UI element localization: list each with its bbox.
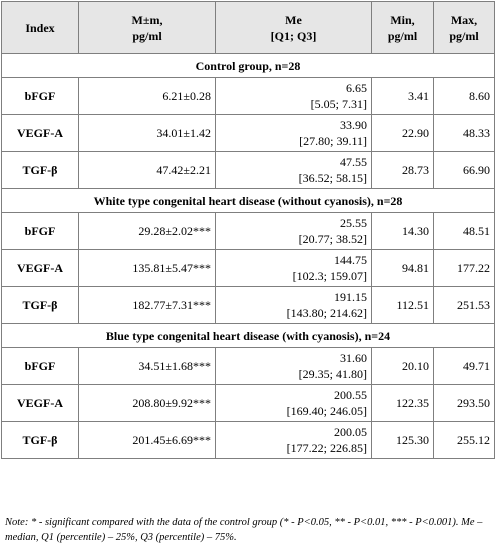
header-max-line1: Max, <box>450 12 478 27</box>
quartile-range: [143.80; 214.62] <box>286 306 367 320</box>
header-min-line2: pg/ml <box>387 28 418 43</box>
header-index: Index <box>1 1 79 54</box>
max-cell: 48.33 <box>433 114 495 152</box>
quartile-range: [20.77; 38.52] <box>298 232 367 246</box>
median-value: 31.60 <box>340 351 367 365</box>
header-min-line1: Min, <box>390 12 415 27</box>
mean-cell: 208.80±9.92*** <box>78 384 216 422</box>
header-median-line1: Me <box>285 12 302 27</box>
table-body: Control group, n=28 bFGF 6.21±0.28 6.65 [5.0… <box>1 53 495 459</box>
mean-cell: 201.45±6.69*** <box>78 421 216 459</box>
quartile-range: [177.22; 226.85] <box>286 441 367 455</box>
max-cell: 66.90 <box>433 151 495 189</box>
median-value: 25.55 <box>340 216 367 230</box>
index-cell: TGF-β <box>1 286 79 324</box>
max-cell: 255.12 <box>433 421 495 459</box>
table-header: Index M±m, pg/ml Me [Q1; Q3] Min, pg/ml … <box>1 1 495 54</box>
group-title: Control group, n=28 <box>1 53 495 78</box>
max-cell: 8.60 <box>433 77 495 115</box>
results-table: Index M±m, pg/ml Me [Q1; Q3] Min, pg/ml … <box>1 1 495 459</box>
median-value: 6.65 <box>346 81 367 95</box>
max-cell: 48.51 <box>433 212 495 250</box>
median-value: 33.90 <box>340 118 367 132</box>
group-title: Blue type congenital heart disease (with… <box>1 323 495 348</box>
median-value: 200.05 <box>334 425 367 439</box>
header-mean: M±m, pg/ml <box>78 1 216 54</box>
table-row: VEGF-A 208.80±9.92*** 200.55 [169.40; 246.0… <box>1 384 495 422</box>
quartile-range: [5.05; 7.31] <box>310 97 367 111</box>
median-cell: 191.15 [143.80; 214.62] <box>215 286 372 324</box>
header-index-label: Index <box>25 20 55 35</box>
mean-cell: 34.01±1.42 <box>78 114 216 152</box>
table-row: VEGF-A 135.81±5.47*** 144.75 [102.3; 159.07… <box>1 249 495 287</box>
table-row: TGF-β 201.45±6.69*** 200.05 [177.22; 226.85… <box>1 421 495 459</box>
table-row: VEGF-A 34.01±1.42 33.90 [27.80; 39.11] 22.90… <box>1 114 495 152</box>
median-cell: 47.55 [36.52; 58.15] <box>215 151 372 189</box>
min-cell: 22.90 <box>371 114 434 152</box>
quartile-range: [36.52; 58.15] <box>298 171 367 185</box>
mean-cell: 34.51±1.68*** <box>78 347 216 385</box>
max-cell: 49.71 <box>433 347 495 385</box>
median-cell: 33.90 [27.80; 39.11] <box>215 114 372 152</box>
min-cell: 20.10 <box>371 347 434 385</box>
median-cell: 31.60 [29.35; 41.80] <box>215 347 372 385</box>
min-cell: 14.30 <box>371 212 434 250</box>
index-cell: TGF-β <box>1 421 79 459</box>
median-value: 47.55 <box>340 155 367 169</box>
median-cell: 6.65 [5.05; 7.31] <box>215 77 372 115</box>
median-value: 200.55 <box>334 388 367 402</box>
table-row: bFGF 29.28±2.02*** 25.55 [20.77; 38.52] 14.3… <box>1 212 495 250</box>
min-cell: 112.51 <box>371 286 434 324</box>
table-row: TGF-β 47.42±2.21 47.55 [36.52; 58.15] 28.73 6… <box>1 151 495 189</box>
index-cell: TGF-β <box>1 151 79 189</box>
table-note: Note: * - significant compared with the … <box>5 517 483 543</box>
min-cell: 94.81 <box>371 249 434 287</box>
header-row: Index M±m, pg/ml Me [Q1; Q3] Min, pg/ml … <box>1 1 495 54</box>
max-cell: 251.53 <box>433 286 495 324</box>
group-header-row: Control group, n=28 <box>1 53 495 78</box>
table-row: TGF-β 182.77±7.31*** 191.15 [143.80; 214.62… <box>1 286 495 324</box>
index-cell: bFGF <box>1 212 79 250</box>
index-cell: VEGF-A <box>1 249 79 287</box>
table-row: bFGF 6.21±0.28 6.65 [5.05; 7.31] 3.41 8.60 <box>1 77 495 115</box>
header-median: Me [Q1; Q3] <box>215 1 372 54</box>
index-cell: VEGF-A <box>1 384 79 422</box>
header-median-line2: [Q1; Q3] <box>270 28 317 43</box>
mean-cell: 29.28±2.02*** <box>78 212 216 250</box>
median-cell: 25.55 [20.77; 38.52] <box>215 212 372 250</box>
index-cell: VEGF-A <box>1 114 79 152</box>
quartile-range: [29.35; 41.80] <box>298 367 367 381</box>
index-cell: bFGF <box>1 77 79 115</box>
max-cell: 177.22 <box>433 249 495 287</box>
min-cell: 28.73 <box>371 151 434 189</box>
table-row: bFGF 34.51±1.68*** 31.60 [29.35; 41.80] 20.1… <box>1 347 495 385</box>
quartile-range: [102.3; 159.07] <box>292 269 367 283</box>
header-mean-line2: pg/ml <box>132 28 162 43</box>
median-value: 191.15 <box>334 290 367 304</box>
group-header-row: Blue type congenital heart disease (with… <box>1 323 495 348</box>
min-cell: 122.35 <box>371 384 434 422</box>
quartile-range: [169.40; 246.05] <box>286 404 367 418</box>
header-max-line2: pg/ml <box>449 28 479 43</box>
min-cell: 125.30 <box>371 421 434 459</box>
header-min: Min, pg/ml <box>371 1 434 54</box>
median-cell: 200.05 [177.22; 226.85] <box>215 421 372 459</box>
group-title: White type congenital heart disease (wit… <box>1 188 495 213</box>
max-cell: 293.50 <box>433 384 495 422</box>
median-value: 144.75 <box>334 253 367 267</box>
median-cell: 144.75 [102.3; 159.07] <box>215 249 372 287</box>
median-cell: 200.55 [169.40; 246.05] <box>215 384 372 422</box>
header-max: Max, pg/ml <box>433 1 495 54</box>
mean-cell: 182.77±7.31*** <box>78 286 216 324</box>
mean-cell: 6.21±0.28 <box>78 77 216 115</box>
min-cell: 3.41 <box>371 77 434 115</box>
group-header-row: White type congenital heart disease (wit… <box>1 188 495 213</box>
mean-cell: 47.42±2.21 <box>78 151 216 189</box>
header-mean-line1: M±m, <box>131 12 163 27</box>
mean-cell: 135.81±5.47*** <box>78 249 216 287</box>
quartile-range: [27.80; 39.11] <box>299 134 367 148</box>
index-cell: bFGF <box>1 347 79 385</box>
